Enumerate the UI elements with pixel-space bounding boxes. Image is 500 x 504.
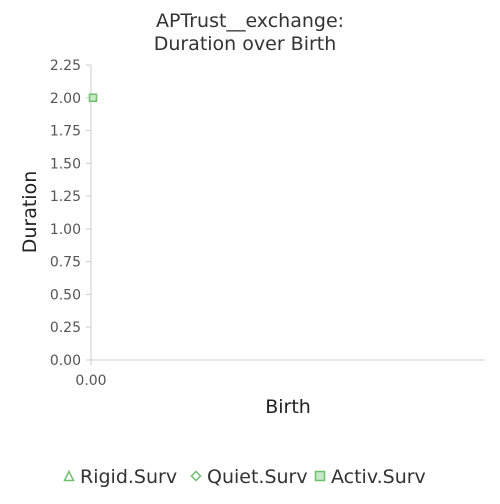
- data-point-activ-surv: [88, 93, 98, 103]
- data-points: [88, 93, 98, 103]
- legend-label: Quiet.Surv: [207, 466, 308, 488]
- y-tick-label: 0.75: [50, 255, 81, 271]
- chart-title-line-1: APTrust__exchange:: [156, 10, 344, 32]
- y-tick-label: 1.25: [50, 189, 81, 205]
- y-axis-ticks: 0.00 0.25 0.50 0.75 1.00 1.25 1.50 1.75 2.00 2.25: [50, 58, 91, 369]
- y-tick-label: 0.25: [50, 320, 81, 336]
- x-axis-label: Birth: [265, 396, 311, 418]
- y-tick-label: 1.50: [50, 156, 81, 172]
- legend-marker-quiet-surv: [190, 470, 202, 482]
- legend-marker-activ-surv: [314, 470, 326, 482]
- y-tick-label: 1.75: [50, 124, 81, 140]
- y-tick-label: 1.00: [50, 222, 81, 238]
- y-tick-label: 0.00: [50, 353, 81, 369]
- x-axis-ticks: 0.00: [75, 360, 107, 389]
- y-tick-label: 0.50: [50, 287, 81, 303]
- x-tick-label: 0.00: [75, 373, 106, 389]
- chart-title-line-2: Duration over Birth: [154, 33, 337, 55]
- y-axis-label: Duration: [19, 171, 41, 254]
- legend-label: Activ.Surv: [331, 466, 426, 488]
- y-tick-label: 2.25: [50, 58, 81, 74]
- legend-label: Rigid.Surv: [80, 466, 177, 488]
- legend: Rigid.Surv Quiet.Surv Activ.Surv: [63, 466, 426, 488]
- legend-marker-rigid-surv: [63, 469, 75, 482]
- y-tick-label: 2.00: [50, 91, 81, 107]
